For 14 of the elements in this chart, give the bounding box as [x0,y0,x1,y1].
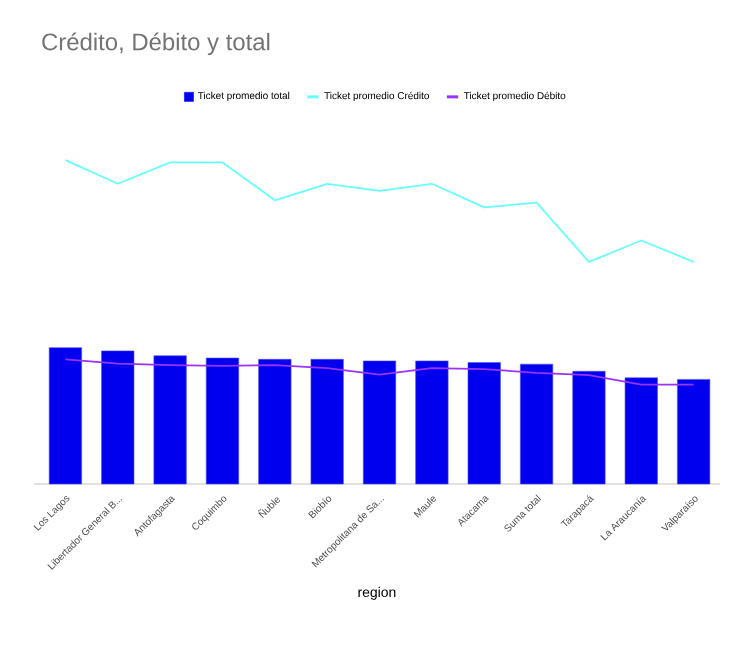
bar [624,377,658,485]
bar [48,347,82,485]
bar [572,371,606,485]
bar [467,362,501,485]
chart-title: Crédito, Débito y total [42,32,270,56]
bar [520,364,554,485]
bar [205,357,239,485]
bar [153,355,187,485]
bar [415,360,449,485]
bar [258,359,292,485]
bar [362,360,397,485]
bar [101,350,135,485]
bar [677,379,711,485]
bar [310,359,344,485]
